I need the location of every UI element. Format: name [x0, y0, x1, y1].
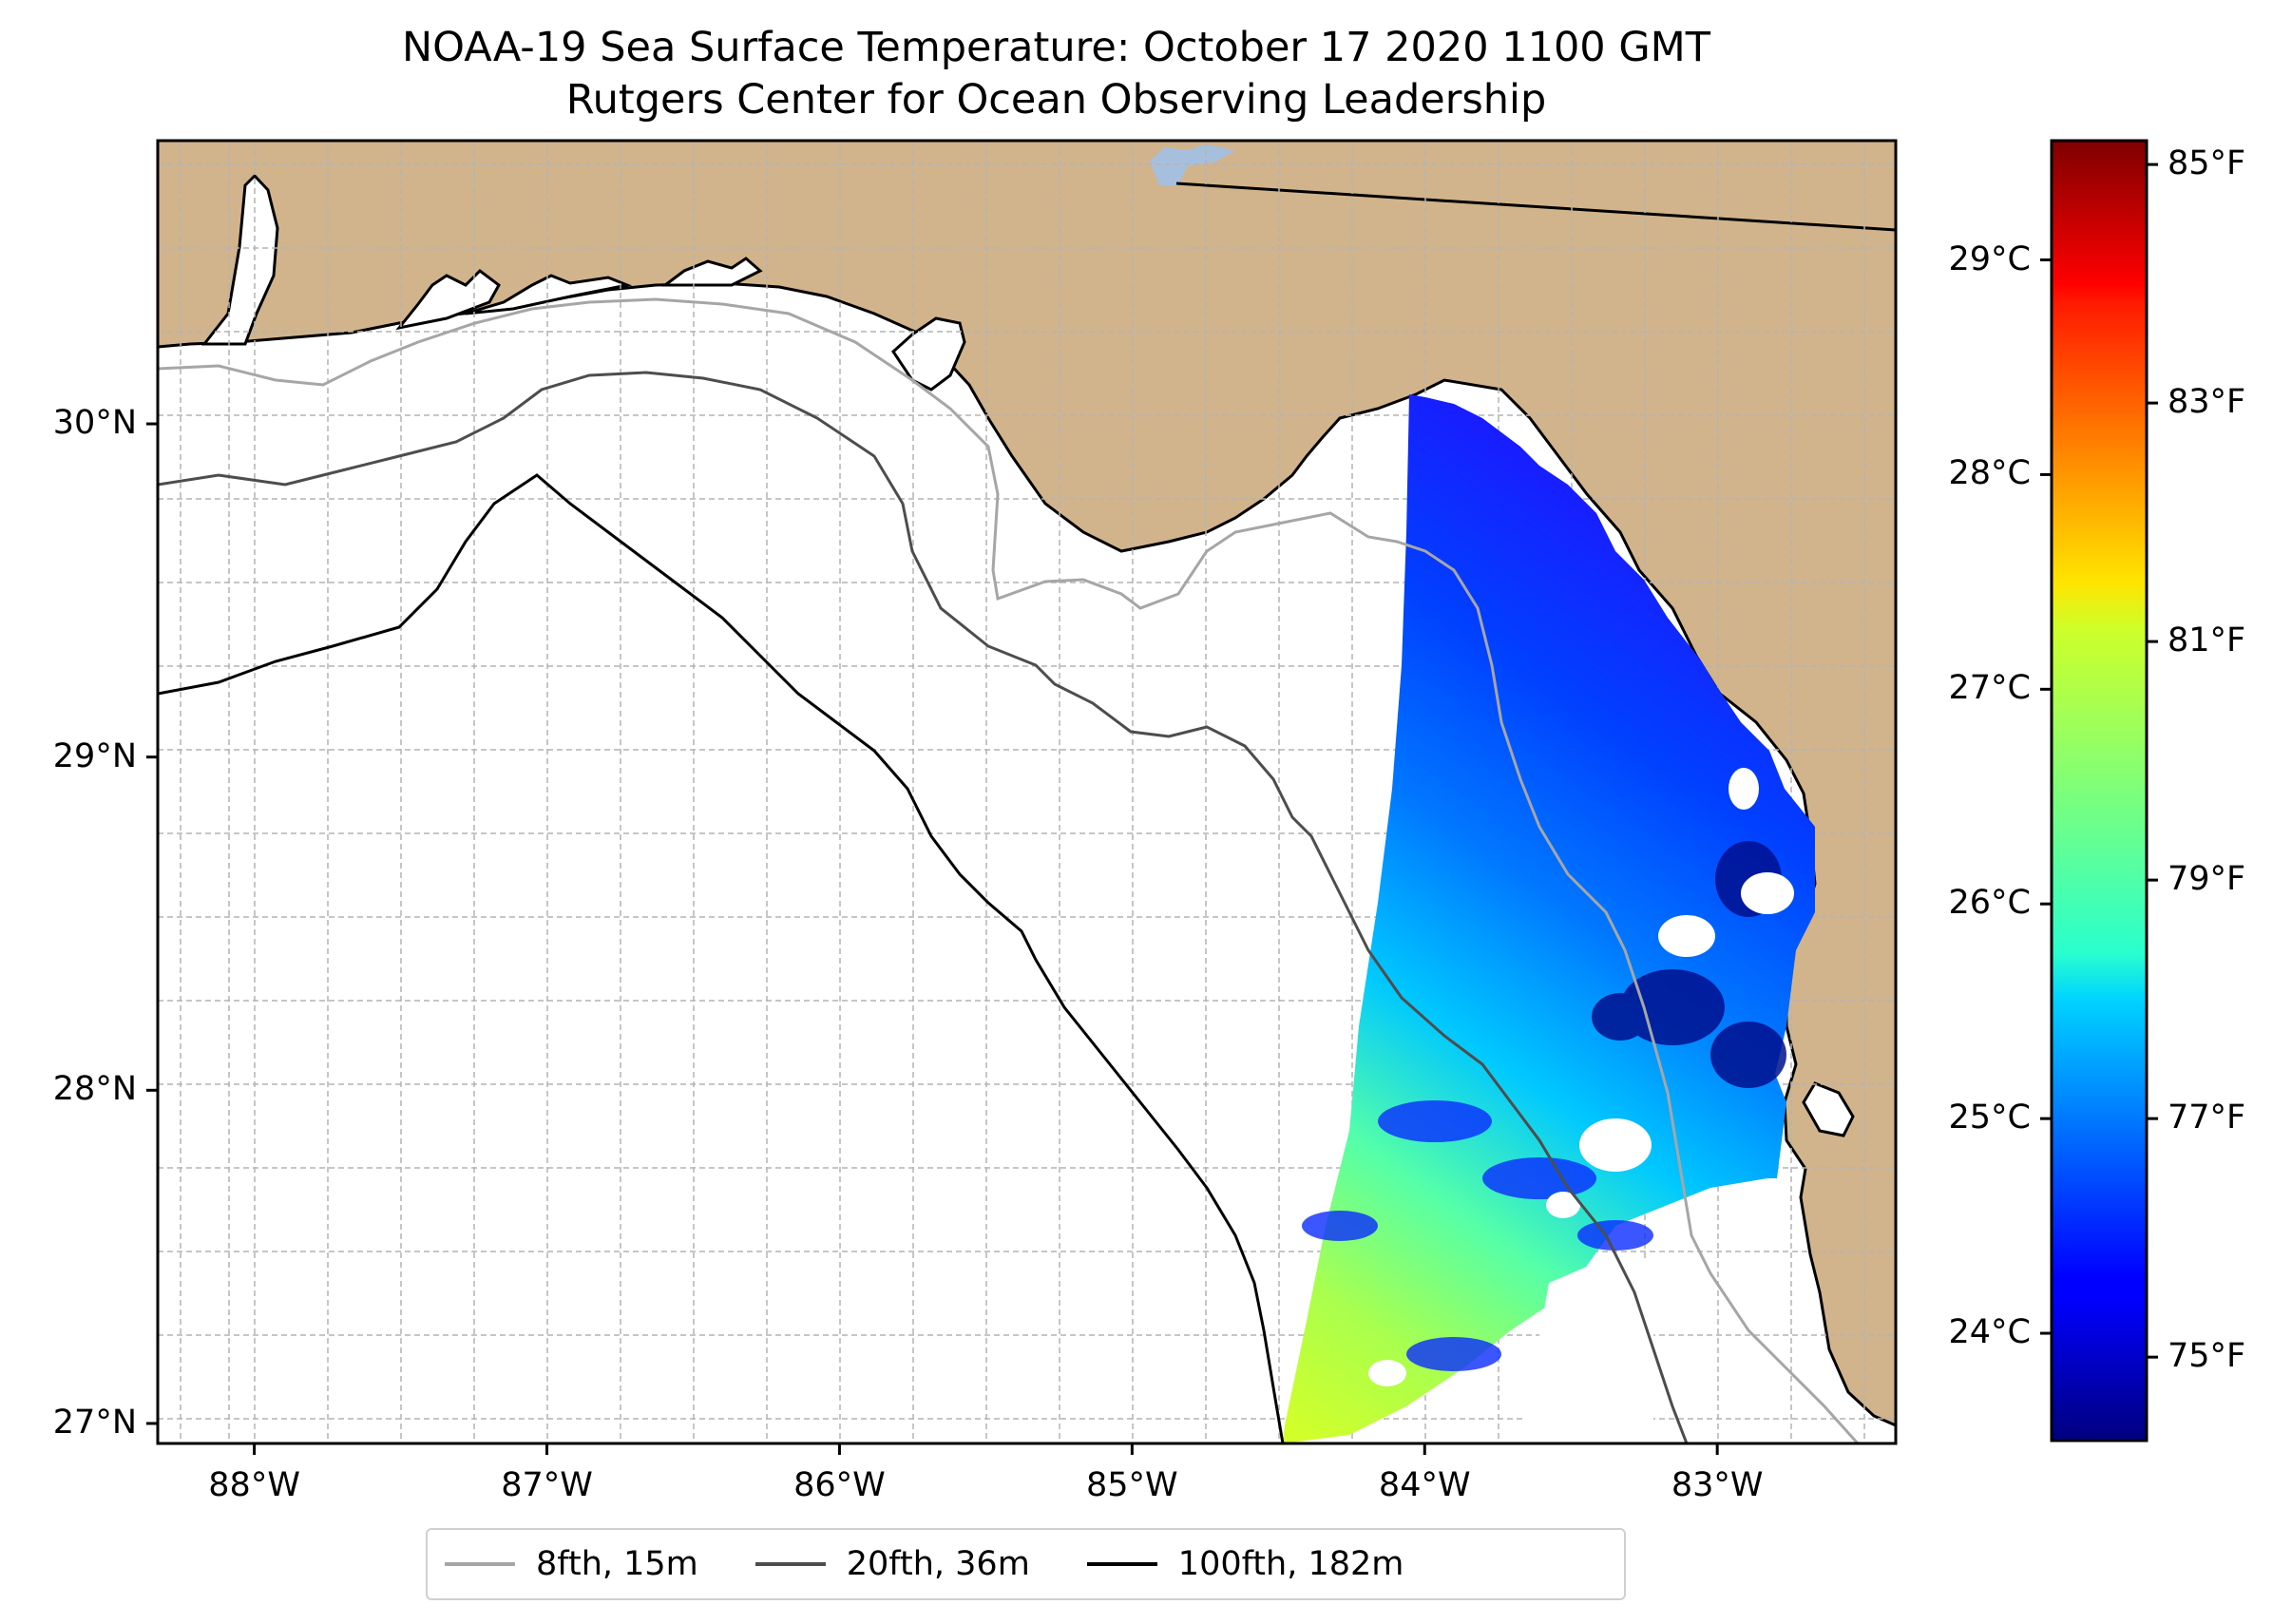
figure-title: NOAA-19 Sea Surface Temperature: October…: [401, 24, 1711, 71]
legend-label-8fth: 8fth, 15m: [536, 1545, 698, 1583]
legend-item-20fth: 20fth, 36m: [754, 1545, 1030, 1583]
isobath-20fth: [158, 371, 1689, 1443]
map-panel: [158, 141, 1896, 1443]
lon-tick-label: 87°W: [501, 1466, 593, 1504]
isobath-100fth: [158, 473, 1285, 1443]
lon-tick-label: 84°W: [1378, 1466, 1471, 1504]
land-panhandle: [158, 141, 1896, 1443]
state-border: [1175, 182, 1896, 232]
choctawhatchee-bay: [465, 274, 633, 315]
colorbar-c-tick-label: 25°C: [1948, 1099, 2031, 1137]
legend-swatch-20fth: [754, 1562, 826, 1566]
lon-tick-label: 86°W: [793, 1466, 886, 1504]
colorbar-c-tick-label: 29°C: [1948, 239, 2031, 278]
lat-tick-label: 27°N: [52, 1403, 137, 1442]
colorbar-f-tick-label: 79°F: [2168, 860, 2246, 899]
legend-label-20fth: 20fth, 36m: [846, 1545, 1030, 1583]
lon-tick-label: 83°W: [1671, 1466, 1764, 1504]
lat-tick-label: 30°N: [52, 404, 137, 443]
lat-tick-label: 29°N: [52, 736, 137, 775]
colorbar-celsius-ticks: [2040, 258, 2052, 1335]
colorbar-c-tick-label: 28°C: [1948, 454, 2031, 493]
isobath-8fth: [158, 297, 1860, 1443]
colorbar-fahrenheit-ticks: [2147, 162, 2158, 1359]
map-frame: [156, 139, 1898, 1445]
colorbar-f-tick-label: 75°F: [2168, 1337, 2246, 1376]
colorbar-f-tick-label: 83°F: [2168, 383, 2246, 422]
lake-in-land: [1150, 144, 1235, 185]
legend-swatch-8fth: [445, 1562, 515, 1566]
lon-tick-label: 85°W: [1086, 1466, 1178, 1504]
tampa-bay: [1802, 1081, 1855, 1137]
figure-subtitle: Rutgers Center for Ocean Observing Leade…: [565, 76, 1547, 124]
st-andrew-bay: [660, 257, 763, 287]
legend-item-100fth: 100fth, 182m: [1086, 1545, 1404, 1583]
legend-swatch-100fth: [1086, 1562, 1157, 1566]
longitude-ticks: [253, 1443, 1719, 1455]
colorbar-c-tick-label: 27°C: [1948, 669, 2031, 708]
lat-tick-label: 28°N: [52, 1070, 137, 1109]
colorbar-f-tick-label: 85°F: [2168, 144, 2246, 183]
cloud-gaps: [1368, 768, 1794, 1443]
colorbar: [2050, 139, 2149, 1442]
mobile-bay: [201, 173, 279, 346]
lon-tick-label: 88°W: [208, 1466, 300, 1504]
colorbar-c-tick-label: 24°C: [1948, 1313, 2031, 1352]
colorbar-c-tick-label: 26°C: [1948, 884, 2031, 923]
isobath-legend: 8fth, 15m 20fth, 36m 100fth, 182m: [426, 1528, 1626, 1600]
legend-label-100fth: 100fth, 182m: [1177, 1545, 1404, 1583]
latitude-ticks: [146, 422, 158, 1425]
legend-item-8fth: 8fth, 15m: [445, 1545, 698, 1583]
colorbar-f-tick-label: 77°F: [2168, 1099, 2246, 1137]
colorbar-f-tick-label: 81°F: [2168, 621, 2246, 660]
